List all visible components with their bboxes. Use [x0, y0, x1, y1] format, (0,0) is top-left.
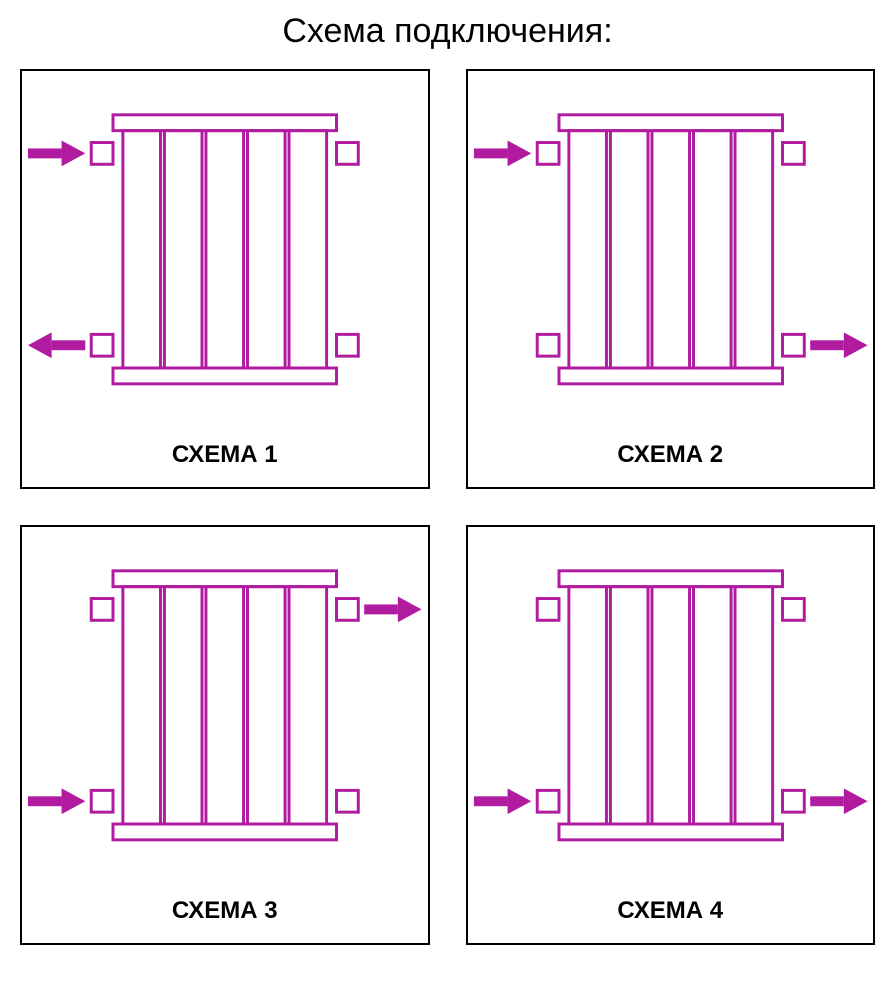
- panel-scheme-4: СХЕМА 4: [466, 525, 876, 945]
- panel-2-label: СХЕМА 2: [468, 441, 874, 469]
- diagram-grid: СХЕМА 1 СХЕМА 2 СХЕМА 3 СХЕМА 4: [0, 69, 895, 965]
- page-title: Схема подключения:: [0, 12, 895, 51]
- panel-scheme-3: СХЕМА 3: [20, 525, 430, 945]
- panel-4-label: СХЕМА 4: [468, 897, 874, 925]
- panel-scheme-2: СХЕМА 2: [466, 69, 876, 489]
- scheme-2-svg: [468, 71, 874, 487]
- panel-3-label: СХЕМА 3: [22, 897, 428, 925]
- scheme-1-svg: [22, 71, 428, 487]
- panel-1-label: СХЕМА 1: [22, 441, 428, 469]
- scheme-3-svg: [22, 527, 428, 943]
- panel-scheme-1: СХЕМА 1: [20, 69, 430, 489]
- scheme-4-svg: [468, 527, 874, 943]
